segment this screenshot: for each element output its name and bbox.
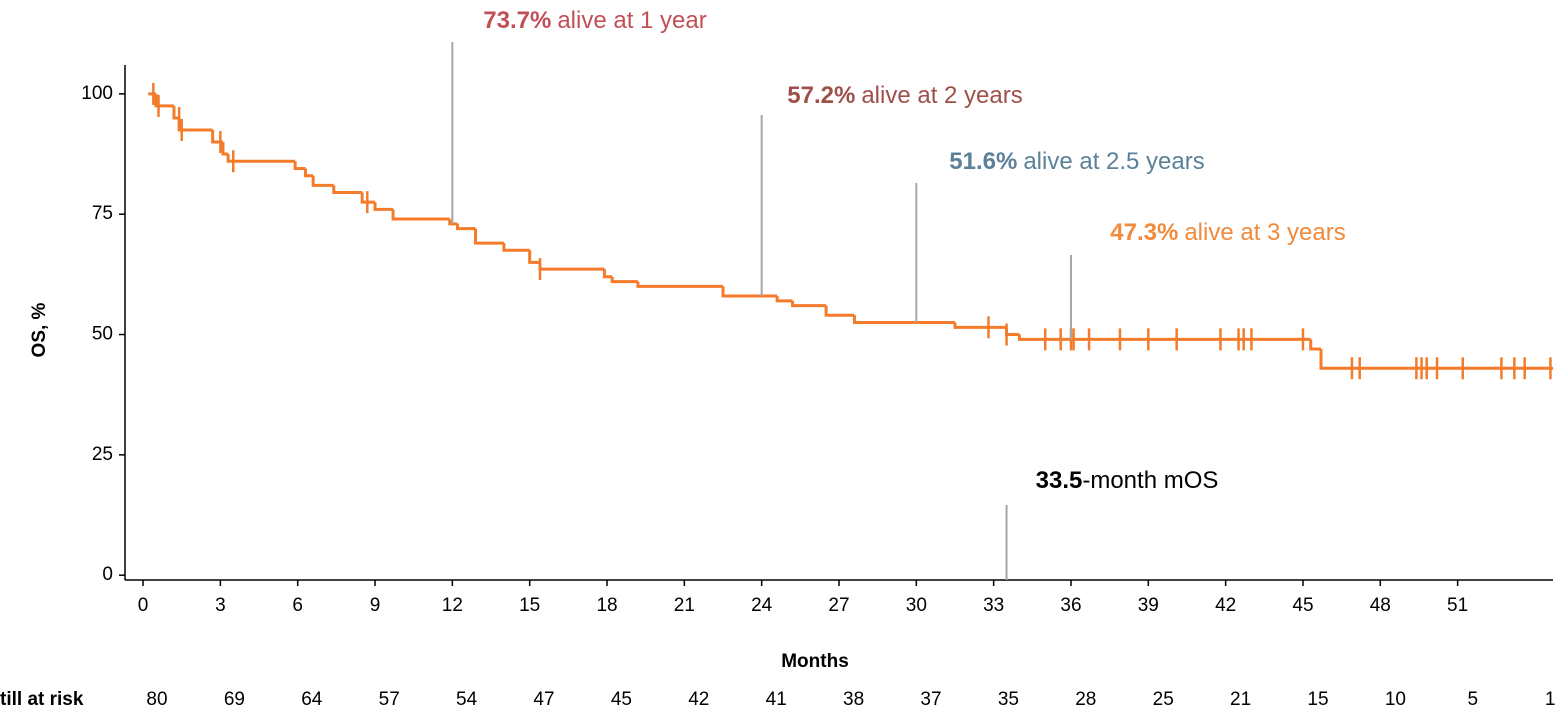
km-step [221, 142, 229, 156]
x-tick-label: 36 [1060, 595, 1081, 616]
annotation-text: alive at 2.5 years [1023, 148, 1204, 175]
x-tick-label: 27 [828, 595, 849, 616]
annotation-text: -month mOS [1082, 467, 1218, 494]
at-risk-count: 28 [1075, 689, 1096, 710]
at-risk-count: 21 [1230, 689, 1251, 710]
km-step [303, 168, 314, 178]
km-step [1309, 339, 1322, 351]
at-risk-count: 1 [1545, 689, 1556, 710]
x-tick-label: 0 [138, 595, 149, 616]
y-axis-title: OS, % [29, 302, 50, 357]
y-tick-label: 50 [92, 324, 113, 345]
x-tick-label: 6 [292, 595, 303, 616]
annotation: 57.2% alive at 2 years [787, 82, 1022, 109]
x-tick-label: 42 [1215, 595, 1236, 616]
annotation-bold: 73.7% [483, 7, 551, 34]
at-risk-count: 54 [456, 689, 478, 710]
km-step [360, 192, 376, 204]
km-step [448, 219, 458, 226]
at-risk-count: 15 [1307, 689, 1328, 710]
km-step [636, 281, 724, 288]
at-risk-count: 25 [1153, 689, 1174, 710]
at-risk-count: 47 [533, 689, 554, 710]
annotation-text: alive at 1 year [557, 7, 706, 34]
x-tick-label: 21 [674, 595, 695, 616]
at-risk-count: 37 [920, 689, 941, 710]
at-risk-count: 35 [998, 689, 1019, 710]
x-tick-label: 9 [370, 595, 381, 616]
at-risk-count: 80 [146, 689, 167, 710]
km-step [293, 161, 306, 170]
at-risk-count: 69 [224, 689, 245, 710]
km-step [373, 202, 394, 211]
km-step [953, 322, 1007, 329]
annotation-text: alive at 2 years [861, 82, 1022, 109]
x-tick-label: 45 [1292, 595, 1313, 616]
x-axis-title: Months [781, 651, 849, 672]
annotation-bold: 57.2% [787, 82, 855, 109]
annotation: 51.6% alive at 2.5 years [949, 148, 1205, 175]
at-risk-count: 57 [379, 689, 400, 710]
km-step [610, 276, 638, 284]
x-tick-label: 12 [442, 595, 463, 616]
km-step [172, 105, 180, 120]
km-step [538, 262, 605, 271]
km-step [391, 209, 450, 221]
km-step [721, 286, 778, 298]
km-step [154, 93, 174, 108]
km-step [226, 154, 296, 163]
km-step [852, 315, 955, 324]
km-step [1017, 334, 1311, 341]
at-risk-count: 10 [1385, 689, 1406, 710]
km-step [775, 296, 793, 303]
annotation: 47.3% alive at 3 years [1110, 219, 1345, 246]
at-risk-count: 64 [301, 689, 323, 710]
at-risk-count: 42 [688, 689, 709, 710]
annotation: 73.7% alive at 1 year [483, 7, 706, 34]
annotation-text: alive at 3 years [1184, 219, 1345, 246]
at-risk-count: 38 [843, 689, 864, 710]
at-risk-label: till at risk [0, 689, 84, 710]
at-risk-count: 5 [1468, 689, 1479, 710]
km-step [502, 243, 530, 252]
y-tick-label: 75 [92, 203, 113, 224]
x-tick-label: 48 [1370, 595, 1391, 616]
km-step [791, 300, 827, 308]
x-tick-label: 18 [596, 595, 617, 616]
x-tick-label: 39 [1138, 595, 1159, 616]
annotation-bold: 47.3% [1110, 219, 1178, 246]
km-step [824, 305, 855, 317]
km-step [332, 185, 363, 195]
km-step [311, 175, 334, 187]
km-step [1319, 348, 1553, 370]
km-step [177, 117, 213, 132]
x-tick-label: 3 [215, 595, 226, 616]
x-tick-label: 33 [983, 595, 1004, 616]
at-risk-count: 45 [611, 689, 632, 710]
x-tick-label: 24 [751, 595, 773, 616]
annotation-bold: 33.5 [1036, 467, 1083, 494]
km-step [1005, 327, 1020, 337]
x-tick-label: 30 [906, 595, 927, 616]
y-tick-label: 25 [92, 444, 113, 465]
at-risk-count: 41 [766, 689, 787, 710]
y-tick-label: 100 [81, 83, 113, 104]
km-step [602, 269, 613, 279]
y-tick-label: 0 [102, 564, 113, 585]
km-step [474, 228, 504, 245]
annotation-bold: 51.6% [949, 148, 1017, 175]
annotation: 33.5-month mOS [1036, 467, 1219, 494]
km-step [528, 250, 540, 264]
x-tick-label: 15 [519, 595, 540, 616]
x-tick-label: 51 [1447, 595, 1468, 616]
km-step [456, 223, 476, 231]
